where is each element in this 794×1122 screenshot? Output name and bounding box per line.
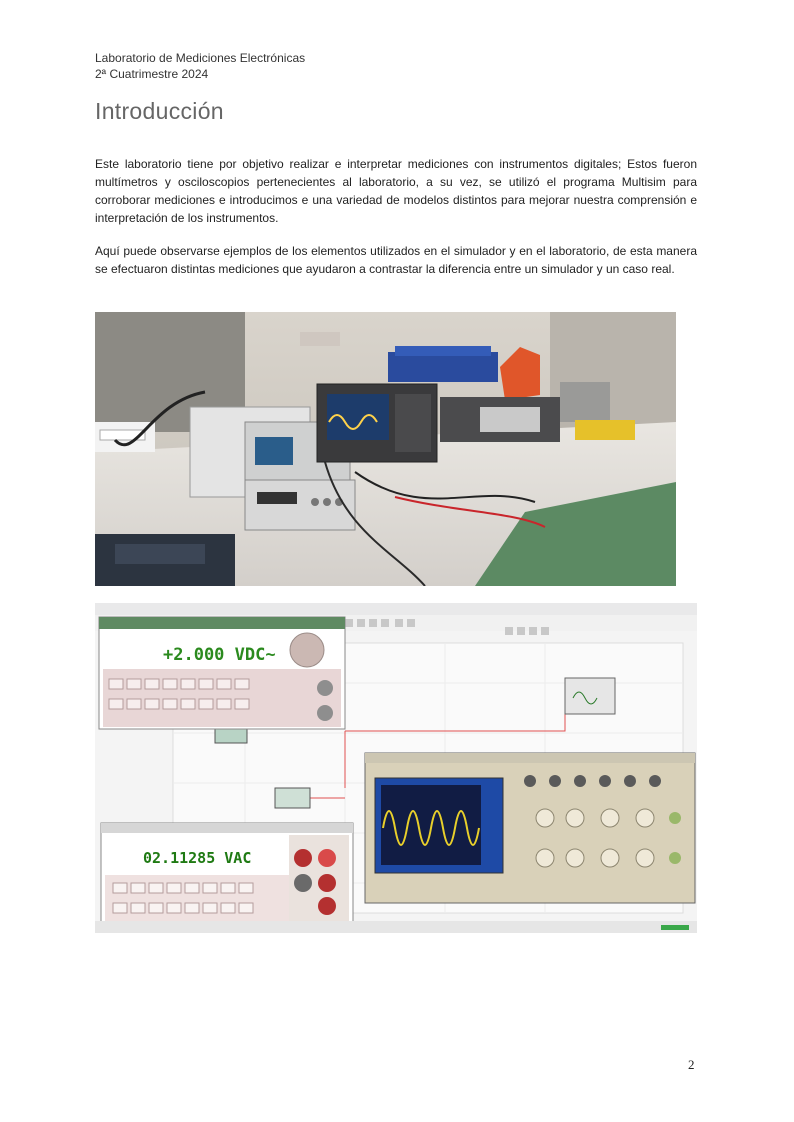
page-number: 2 bbox=[688, 1057, 695, 1072]
multisim-screenshot: +2.000 VDC~ bbox=[95, 603, 697, 933]
document-header: Laboratorio de Mediciones Electrónicas 2… bbox=[95, 50, 305, 82]
intro-paragraph-1: Este laboratorio tiene por objetivo real… bbox=[95, 157, 697, 225]
section-title: Introducción bbox=[95, 98, 224, 124]
lab-photo bbox=[95, 312, 676, 586]
lab-photo-illustration bbox=[95, 312, 676, 586]
header-term: 2ª Cuatrimestre 2024 bbox=[95, 67, 209, 81]
multisim-illustration: +2.000 VDC~ bbox=[95, 603, 697, 933]
function-generator-display: +2.000 VDC~ bbox=[163, 645, 276, 665]
multimeter-display: 02.11285 VAC bbox=[143, 849, 251, 867]
header-course: Laboratorio de Mediciones Electrónicas bbox=[95, 51, 306, 65]
intro-paragraph-2: Aquí puede observarse ejemplos de los el… bbox=[95, 244, 697, 276]
